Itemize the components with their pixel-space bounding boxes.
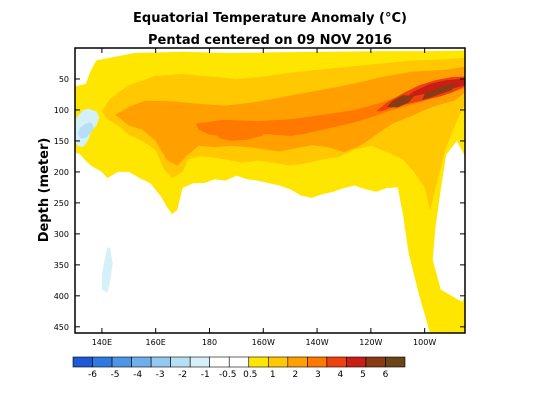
y-tick-label: 250 bbox=[54, 199, 69, 208]
colorbar-swatch bbox=[150, 356, 171, 368]
colorbar-swatch bbox=[228, 356, 250, 368]
y-tick-label: 100 bbox=[54, 106, 69, 115]
colorbar-swatch bbox=[131, 356, 152, 368]
x-tick-label: 100W bbox=[413, 338, 436, 347]
colorbar-swatch bbox=[346, 356, 367, 368]
colorbar-label: -5 bbox=[111, 370, 120, 380]
y-tick-label: 200 bbox=[54, 168, 69, 177]
colorbar-label: -6 bbox=[88, 370, 97, 380]
colorbar-swatch bbox=[307, 356, 328, 368]
anomaly-region-4 bbox=[214, 124, 264, 141]
colorbar-swatch bbox=[287, 356, 308, 368]
y-axis-label: Depth (meter) bbox=[37, 138, 52, 243]
anomaly-region-10 bbox=[77, 122, 94, 139]
anomaly-region-6 bbox=[403, 79, 465, 100]
colorbar-label: -4 bbox=[133, 370, 142, 380]
chart-title: Equatorial Temperature Anomaly (°C) bbox=[133, 11, 407, 26]
colorbar: -6 -5 -4 -3 -2 -1 -0.5 0.5 1 2 3 4 5 6 bbox=[72, 356, 406, 380]
x-axis: 140E 160E 180 160W 140W 120W 100W bbox=[92, 48, 436, 347]
colorbar-label: 1 bbox=[270, 370, 276, 380]
colorbar-label: -0.5 bbox=[219, 370, 237, 380]
colorbar-swatch bbox=[189, 356, 211, 368]
colorbar-label: 0.5 bbox=[243, 370, 257, 380]
colorbar-swatch bbox=[170, 356, 191, 368]
colorbar-label: 4 bbox=[338, 370, 344, 380]
colorbar-label: 3 bbox=[315, 370, 321, 380]
chart-subtitle: Pentad centered on 09 NOV 2016 bbox=[148, 33, 392, 48]
plot-frame bbox=[74, 47, 466, 334]
colorbar-label: 2 bbox=[292, 370, 298, 380]
colorbar-label: -3 bbox=[156, 370, 165, 380]
x-tick-label: 120W bbox=[359, 338, 382, 347]
colorbar-swatch bbox=[248, 356, 269, 368]
colorbar-label: -1 bbox=[201, 370, 210, 380]
colorbar-swatch bbox=[209, 356, 230, 368]
colorbar-swatch bbox=[385, 356, 406, 368]
colorbar-label: 6 bbox=[383, 370, 389, 380]
colorbar-swatch bbox=[365, 356, 386, 368]
anomaly-region-3 bbox=[196, 80, 465, 136]
x-tick-label: 140E bbox=[92, 338, 112, 347]
y-axis: 50 100 150 200 250 300 350 400 450 bbox=[54, 75, 465, 332]
y-tick-label: 350 bbox=[54, 261, 69, 270]
y-tick-label: 150 bbox=[54, 137, 69, 146]
colorbar-swatch bbox=[111, 356, 132, 368]
colorbar-label: -2 bbox=[178, 370, 187, 380]
x-tick-label: 160E bbox=[146, 338, 166, 347]
colorbar-label: 5 bbox=[360, 370, 366, 380]
anomaly-region-8 bbox=[422, 83, 457, 100]
y-tick-label: 50 bbox=[59, 75, 69, 84]
anomaly-field bbox=[75, 50, 465, 333]
x-tick-label: 140W bbox=[305, 338, 328, 347]
colorbar-swatch bbox=[92, 356, 113, 368]
colorbar-swatch bbox=[72, 356, 93, 368]
y-tick-label: 300 bbox=[54, 230, 69, 239]
anomaly-region-2 bbox=[115, 66, 465, 166]
x-tick-label: 180 bbox=[202, 338, 217, 347]
y-tick-label: 400 bbox=[54, 292, 69, 301]
anomaly-region-11 bbox=[101, 247, 113, 293]
y-tick-label: 450 bbox=[54, 323, 69, 332]
colorbar-swatch bbox=[267, 356, 289, 368]
colorbar-swatch bbox=[326, 356, 347, 368]
x-tick-label: 160W bbox=[252, 338, 275, 347]
anomaly-region-7 bbox=[387, 95, 414, 108]
